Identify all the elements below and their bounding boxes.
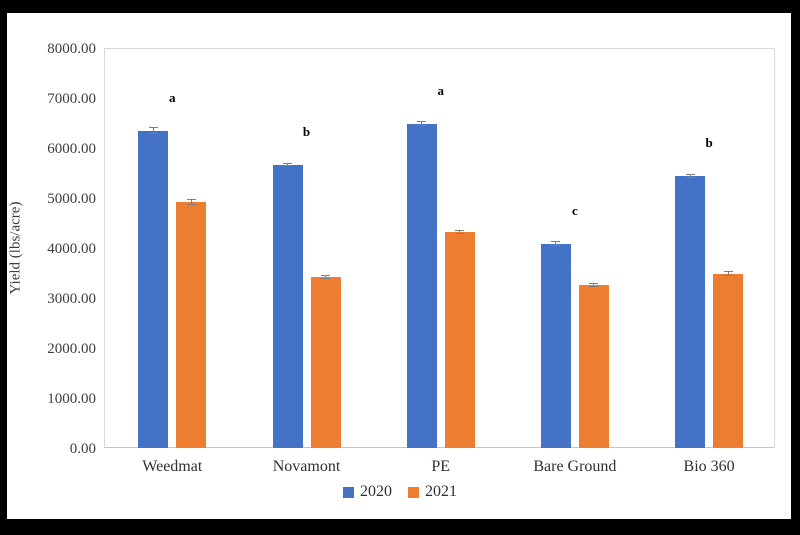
error-bar-cap-bottom (186, 203, 196, 205)
error-bar-stem (593, 282, 595, 287)
error-bar-2020-bio-360 (685, 173, 695, 179)
y-tick-label: 5000.00 (47, 191, 96, 207)
frame-border-left (0, 0, 7, 535)
legend-label-2020: 2020 (360, 483, 392, 500)
y-tick-label: 3000.00 (47, 291, 96, 307)
bar-2020-bio-360 (675, 176, 706, 448)
bar-2021-weedmat (176, 201, 207, 448)
bar-2020-weedmat (138, 130, 169, 448)
legend-label-2021: 2021 (425, 483, 457, 500)
legend-swatch-2021 (408, 486, 419, 498)
bar-2020-novamont (272, 164, 303, 448)
legend-item-2020: 2020 (343, 483, 392, 501)
error-bar-stem (190, 198, 192, 205)
bar-2021-bio-360 (713, 273, 744, 448)
significance-letter-novamont: b (302, 123, 311, 139)
x-category-label-novamont: Novamont (272, 458, 341, 475)
bar-2021-novamont (310, 277, 341, 448)
error-bar-stem (727, 271, 729, 276)
legend-item-2021: 2021 (408, 483, 457, 501)
y-tick-label: 0.00 (69, 441, 96, 457)
error-bar-2021-bare-ground (589, 282, 599, 287)
y-tick-label: 8000.00 (47, 41, 96, 57)
error-bar-cap-bottom (551, 244, 561, 246)
error-bar-stem (152, 127, 154, 134)
error-bar-2021-bio-360 (723, 271, 733, 276)
y-tick-label: 4000.00 (47, 241, 96, 257)
x-category-label-pe: PE (431, 458, 451, 475)
legend: 2020 2021 (343, 483, 457, 501)
y-tick-label: 2000.00 (47, 341, 96, 357)
error-bar-cap-bottom (455, 233, 465, 235)
error-bar-cap-bottom (148, 133, 158, 134)
error-bar-stem (325, 274, 326, 280)
frame-border-right (791, 0, 800, 535)
error-bar-stem (421, 120, 423, 127)
error-bar-2021-pe (455, 229, 465, 235)
x-category-label-weedmat: Weedmat (142, 458, 203, 475)
error-bar-2020-pe (417, 120, 427, 127)
significance-letter-pe: a (437, 82, 444, 98)
error-bar-cap-bottom (589, 285, 599, 287)
significance-letter-bio-360: b (705, 135, 713, 150)
error-bar-stem (689, 173, 691, 179)
error-bar-cap-bottom (723, 274, 733, 276)
error-bar-stem (459, 229, 461, 235)
error-bar-2020-weedmat (148, 127, 158, 134)
error-bar-stem (555, 241, 557, 246)
bar-2020-pe (406, 123, 437, 448)
error-bar-2021-weedmat (186, 198, 196, 205)
error-bar-cap-bottom (685, 177, 695, 179)
error-bar-cap-bottom (321, 278, 330, 280)
x-category-label-bio-360: Bio 360 (683, 458, 735, 475)
bar-2021-bare-ground (578, 284, 609, 448)
error-bar-cap-bottom (417, 125, 427, 127)
y-tick-label: 1000.00 (47, 391, 96, 407)
significance-letter-weedmat: a (169, 89, 176, 105)
significance-letter-bare-ground: c (572, 202, 578, 218)
error-bar-2020-novamont (283, 162, 292, 167)
y-tick-label: 6000.00 (47, 141, 96, 157)
bar-2020-bare-ground (540, 243, 571, 448)
error-bar-cap-bottom (283, 165, 292, 167)
frame-border-bottom (0, 519, 800, 535)
frame-border-top (0, 0, 800, 13)
y-tick-label: 7000.00 (47, 91, 96, 107)
bar-2021-pe (444, 232, 475, 448)
error-bar-2021-novamont (321, 274, 330, 280)
x-category-label-bare-ground: Bare Ground (533, 458, 617, 475)
plot-area (104, 48, 775, 448)
error-bar-stem (287, 162, 288, 167)
legend-swatch-2020 (343, 486, 354, 498)
error-bar-2020-bare-ground (551, 241, 561, 246)
